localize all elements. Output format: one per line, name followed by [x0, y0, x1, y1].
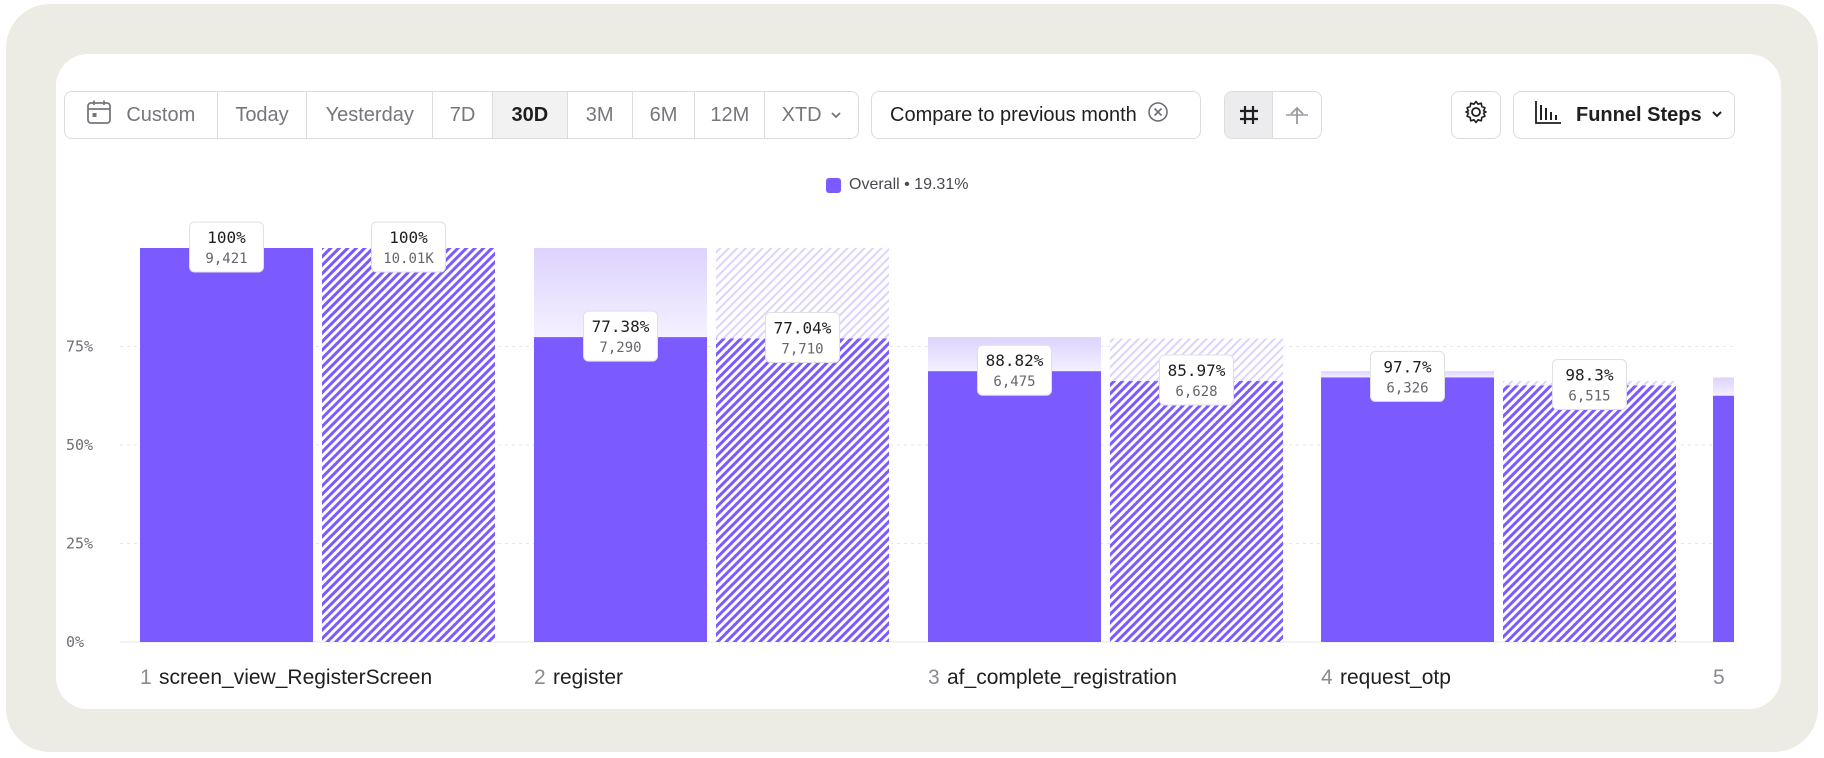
conversion-bar[interactable]: [928, 371, 1101, 642]
range-30d-button[interactable]: 30D: [492, 92, 568, 138]
bar-count-label: 9,421: [205, 251, 247, 267]
y-tick-label: 25%: [66, 535, 93, 553]
comparison-bar[interactable]: [1110, 381, 1283, 642]
bar-percent-label: 77.04%: [774, 318, 832, 337]
report-card: Custom Today Yesterday 7D 30D 3M 6M 12M XTD Comp…: [56, 54, 1781, 709]
conversion-bar[interactable]: [1713, 395, 1734, 642]
step-name: request_otp: [1340, 666, 1451, 689]
bar-value-label: 100% 9,421: [189, 221, 264, 273]
label-box: [1159, 354, 1234, 406]
bar-percent-label: 100%: [389, 228, 428, 247]
bar-count-label: 10.01K: [383, 251, 434, 267]
bar-value-label: 88.82% 6,475: [977, 344, 1052, 396]
conversion-bar[interactable]: [534, 337, 707, 642]
bar-percent-label: 88.82%: [986, 351, 1044, 370]
bar-count-label: 6,628: [1175, 384, 1217, 400]
bar-chart-icon: [1534, 99, 1562, 131]
range-label: 30D: [511, 103, 549, 126]
range-label: Yesterday: [325, 103, 414, 126]
legend-label: Overall • 19.31%: [849, 176, 969, 193]
gear-icon: [1463, 99, 1489, 131]
bar-percent-label: 85.97%: [1168, 361, 1226, 380]
bar-count-label: 7,290: [599, 340, 641, 356]
range-label: Today: [235, 103, 289, 126]
step-number: 1: [140, 666, 152, 689]
step-label[interactable]: 2 register: [534, 666, 623, 689]
funnel-chart: 0% 25% 50% 75% 100% 9,421 100% 10.01K 1 screen_vi…: [66, 221, 1734, 689]
step-number: 5: [1713, 666, 1725, 689]
comparison-bar[interactable]: [1503, 385, 1676, 642]
step-number: 4: [1321, 666, 1333, 689]
step-name: register: [553, 666, 623, 689]
range-custom-button[interactable]: Custom: [65, 92, 218, 138]
legend-swatch: [826, 177, 841, 193]
bar-percent-label: 100%: [207, 228, 246, 247]
step-label[interactable]: 1 screen_view_RegisterScreen: [140, 666, 432, 689]
range-xtd-button[interactable]: XTD: [765, 92, 858, 138]
outer-frame: Custom Today Yesterday 7D 30D 3M 6M 12M XTD Comp…: [6, 4, 1818, 752]
view-toggle: [1224, 91, 1322, 139]
bar-count-label: 7,710: [781, 341, 823, 357]
close-circle-icon[interactable]: [1147, 101, 1169, 129]
range-12m-button[interactable]: 12M: [695, 92, 766, 138]
settings-button[interactable]: [1451, 91, 1501, 139]
label-box: [583, 310, 658, 362]
bar-percent-label: 77.38%: [592, 317, 650, 336]
bar-value-label: 77.04% 7,710: [765, 311, 840, 363]
bar-value-label: 77.38% 7,290: [583, 310, 658, 362]
date-range-selector: Custom Today Yesterday 7D 30D 3M 6M 12M XTD: [64, 91, 859, 139]
label-box: [189, 221, 264, 273]
step-number: 2: [534, 666, 546, 689]
step-label[interactable]: 4 request_otp: [1321, 666, 1451, 689]
bar-count-label: 6,515: [1568, 389, 1610, 405]
conversion-bar[interactable]: [1321, 377, 1494, 642]
range-label: 3M: [585, 103, 614, 126]
range-label: Custom: [126, 103, 196, 126]
y-tick-label: 0%: [66, 633, 84, 651]
bar-percent-label: 97.7%: [1383, 357, 1432, 376]
calendar-icon: [86, 99, 112, 131]
arrow-up-icon[interactable]: [1273, 92, 1321, 138]
range-label: XTD: [781, 103, 822, 126]
bar-value-label: 100% 10.01K: [371, 221, 446, 273]
range-label: 6M: [649, 103, 678, 126]
range-6m-button[interactable]: 6M: [633, 92, 696, 138]
bar-percent-label: 98.3%: [1565, 366, 1614, 385]
funnel-steps-dropdown[interactable]: Funnel Steps: [1513, 91, 1735, 139]
bar-value-label: 85.97% 6,628: [1159, 354, 1234, 406]
comparison-bar[interactable]: [322, 248, 495, 642]
range-label: 7D: [449, 103, 476, 126]
label-box: [977, 344, 1052, 396]
step-name: af_complete_registration: [947, 666, 1177, 689]
hash-icon[interactable]: [1225, 92, 1273, 138]
chevron-down-icon: [1710, 104, 1724, 127]
label-box: [371, 221, 446, 273]
dropoff-bar[interactable]: [1713, 377, 1734, 396]
bar-count-label: 6,326: [1386, 380, 1428, 396]
step-label[interactable]: 5: [1713, 666, 1725, 689]
y-tick-label: 50%: [66, 436, 93, 454]
step-name: screen_view_RegisterScreen: [159, 666, 432, 689]
chart-legend[interactable]: Overall • 19.31%: [826, 176, 968, 194]
range-label: 12M: [710, 103, 750, 126]
funnel-steps-label: Funnel Steps: [1576, 103, 1702, 126]
step-label[interactable]: 3 af_complete_registration: [928, 666, 1177, 689]
y-tick-label: 75%: [66, 338, 93, 356]
conversion-bar[interactable]: [140, 248, 313, 642]
label-box: [765, 311, 840, 363]
label-box: [1552, 359, 1627, 411]
bar-count-label: 6,475: [993, 374, 1035, 390]
chevron-down-icon: [830, 104, 842, 127]
range-today-button[interactable]: Today: [218, 92, 308, 138]
bar-value-label: 97.7% 6,326: [1370, 350, 1445, 402]
compare-button[interactable]: Compare to previous month: [871, 91, 1201, 139]
comparison-bar[interactable]: [716, 338, 889, 642]
range-yesterday-button[interactable]: Yesterday: [307, 92, 434, 138]
step-number: 3: [928, 666, 940, 689]
bar-value-label: 98.3% 6,515: [1552, 359, 1627, 411]
compare-label: Compare to previous month: [890, 103, 1137, 126]
range-3m-button[interactable]: 3M: [568, 92, 633, 138]
range-7d-button[interactable]: 7D: [433, 92, 493, 138]
label-box: [1370, 350, 1445, 402]
